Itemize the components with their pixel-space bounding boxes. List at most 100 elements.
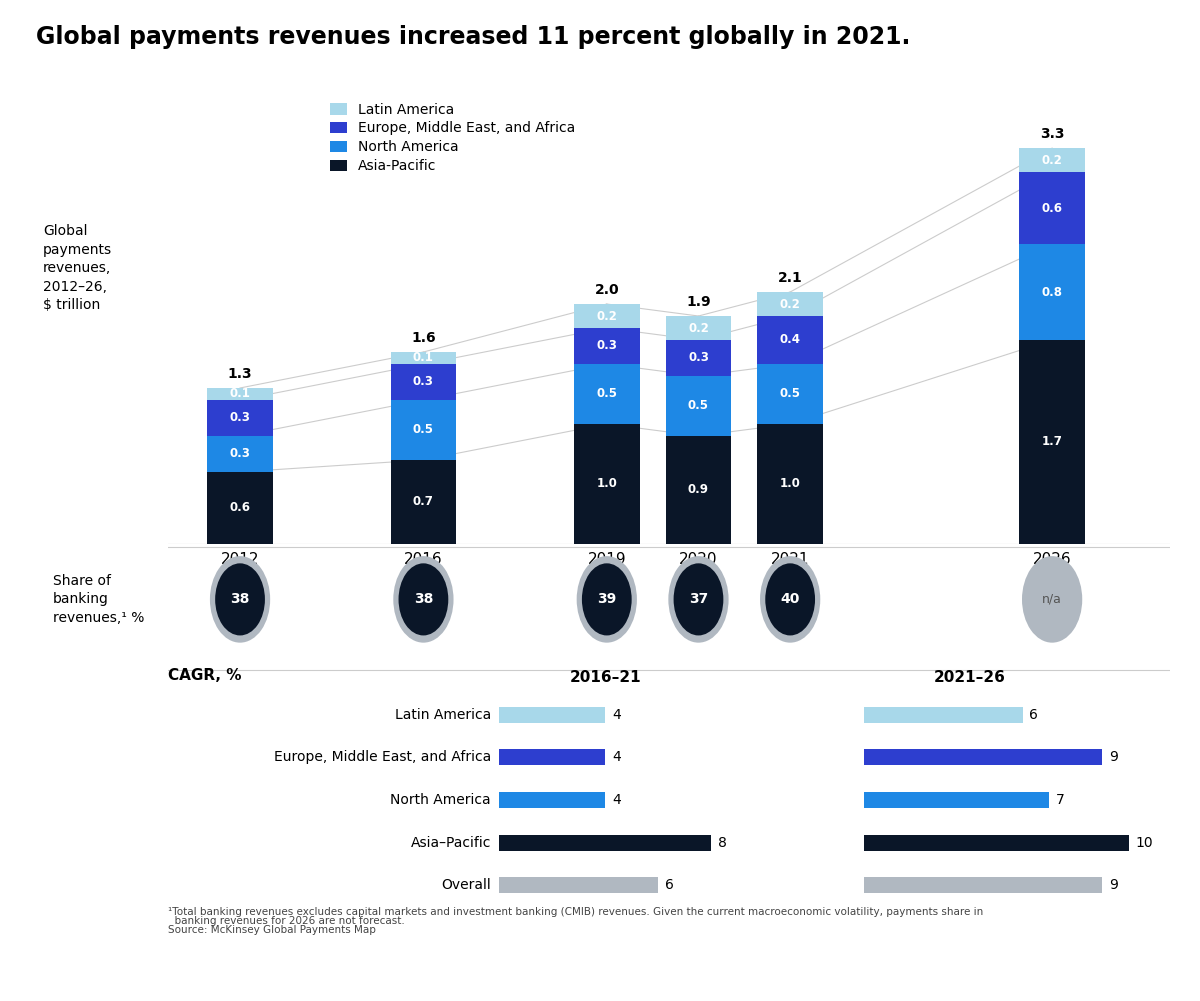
Text: Overall: Overall xyxy=(442,878,491,892)
Bar xyxy=(666,316,731,340)
Bar xyxy=(208,471,272,544)
Text: 2.1: 2.1 xyxy=(778,271,803,285)
Text: Asia–Pacific: Asia–Pacific xyxy=(410,836,491,850)
Bar xyxy=(666,340,731,376)
Bar xyxy=(208,436,272,471)
Bar xyxy=(391,400,456,459)
Bar xyxy=(208,400,272,436)
Text: 0.3: 0.3 xyxy=(596,339,617,352)
Text: 1.6: 1.6 xyxy=(412,330,436,344)
Text: 10: 10 xyxy=(1135,836,1153,850)
Text: 2021–26: 2021–26 xyxy=(934,670,1006,685)
Text: 0.2: 0.2 xyxy=(688,321,709,334)
Ellipse shape xyxy=(394,557,454,643)
Bar xyxy=(499,877,659,894)
Bar xyxy=(208,388,272,400)
Ellipse shape xyxy=(577,557,637,643)
Text: ¹Total banking revenues excludes capital markets and investment banking (CMIB) r: ¹Total banking revenues excludes capital… xyxy=(168,907,983,917)
Ellipse shape xyxy=(668,557,728,643)
Bar xyxy=(391,364,456,400)
Bar xyxy=(666,436,731,544)
Text: 0.3: 0.3 xyxy=(688,351,709,364)
Bar xyxy=(574,328,640,364)
Bar xyxy=(391,352,456,364)
Bar xyxy=(1019,148,1085,172)
Ellipse shape xyxy=(398,564,449,636)
Text: 38: 38 xyxy=(230,593,250,607)
Text: 9: 9 xyxy=(1109,878,1117,892)
Text: 37: 37 xyxy=(689,593,708,607)
Bar xyxy=(757,292,823,316)
Text: 40: 40 xyxy=(780,593,800,607)
Ellipse shape xyxy=(760,557,821,643)
Ellipse shape xyxy=(766,564,815,636)
Bar xyxy=(864,707,1022,723)
Legend: Latin America, Europe, Middle East, and Africa, North America, Asia-Pacific: Latin America, Europe, Middle East, and … xyxy=(330,103,575,173)
Text: 0.5: 0.5 xyxy=(413,423,434,436)
Bar xyxy=(499,835,712,851)
Text: 1.0: 1.0 xyxy=(596,477,617,490)
Bar xyxy=(574,304,640,328)
Text: 0.3: 0.3 xyxy=(229,447,251,460)
Bar xyxy=(1019,172,1085,244)
Text: 0.4: 0.4 xyxy=(780,333,800,346)
Text: 0.6: 0.6 xyxy=(1042,201,1063,214)
Text: 1.7: 1.7 xyxy=(1042,435,1062,448)
Bar xyxy=(864,792,1049,808)
Text: Global payments revenues increased 11 percent globally in 2021.: Global payments revenues increased 11 pe… xyxy=(36,25,911,49)
Bar xyxy=(499,707,605,723)
Text: 0.7: 0.7 xyxy=(413,495,434,509)
Text: Source: McKinsey Global Payments Map: Source: McKinsey Global Payments Map xyxy=(168,925,376,935)
Bar xyxy=(574,424,640,544)
Text: 1.9: 1.9 xyxy=(686,295,710,309)
Bar xyxy=(1019,340,1085,544)
Text: Europe, Middle East, and Africa: Europe, Middle East, and Africa xyxy=(274,751,491,765)
Text: 3.3: 3.3 xyxy=(1040,127,1064,141)
Ellipse shape xyxy=(673,564,724,636)
Bar xyxy=(1019,244,1085,340)
Text: 1.3: 1.3 xyxy=(228,366,252,380)
Bar xyxy=(864,835,1128,851)
Bar xyxy=(864,877,1102,894)
Text: 0.1: 0.1 xyxy=(413,351,434,364)
Text: CAGR, %: CAGR, % xyxy=(168,668,241,683)
Ellipse shape xyxy=(582,564,631,636)
Text: 2016–21: 2016–21 xyxy=(570,670,641,685)
Text: 0.2: 0.2 xyxy=(1042,153,1062,166)
Text: banking revenues for 2026 are not forecast.: banking revenues for 2026 are not foreca… xyxy=(168,916,404,926)
Text: 39: 39 xyxy=(598,593,617,607)
Text: 4: 4 xyxy=(612,708,620,722)
Bar xyxy=(499,792,605,808)
Text: 6: 6 xyxy=(1030,708,1038,722)
Text: 2.0: 2.0 xyxy=(594,283,619,297)
Text: 0.6: 0.6 xyxy=(229,502,251,515)
Bar xyxy=(391,459,456,544)
Text: 4: 4 xyxy=(612,793,620,807)
Text: 0.2: 0.2 xyxy=(780,297,800,310)
Text: Global
payments
revenues,
2012–26,
$ trillion: Global payments revenues, 2012–26, $ tri… xyxy=(43,224,112,312)
Text: 0.5: 0.5 xyxy=(596,387,617,400)
Text: 0.3: 0.3 xyxy=(229,411,251,424)
Ellipse shape xyxy=(1022,557,1082,643)
Text: 6: 6 xyxy=(665,878,673,892)
Text: 9: 9 xyxy=(1109,751,1117,765)
Text: Share of
banking
revenues,¹ %: Share of banking revenues,¹ % xyxy=(53,574,144,625)
Text: 0.5: 0.5 xyxy=(688,399,709,412)
Text: 0.5: 0.5 xyxy=(780,387,800,400)
Bar xyxy=(574,364,640,424)
Bar xyxy=(757,316,823,364)
Bar xyxy=(499,749,605,766)
Text: n/a: n/a xyxy=(1042,593,1062,606)
Text: 0.1: 0.1 xyxy=(229,387,251,400)
Text: 7: 7 xyxy=(1056,793,1064,807)
Text: North America: North America xyxy=(390,793,491,807)
Bar xyxy=(666,376,731,436)
Text: 0.9: 0.9 xyxy=(688,483,709,496)
Bar xyxy=(757,364,823,424)
Ellipse shape xyxy=(215,564,265,636)
Text: 38: 38 xyxy=(414,593,433,607)
Text: 0.2: 0.2 xyxy=(596,309,617,322)
Text: Latin America: Latin America xyxy=(395,708,491,722)
Text: 0.3: 0.3 xyxy=(413,375,434,388)
Text: 4: 4 xyxy=(612,751,620,765)
